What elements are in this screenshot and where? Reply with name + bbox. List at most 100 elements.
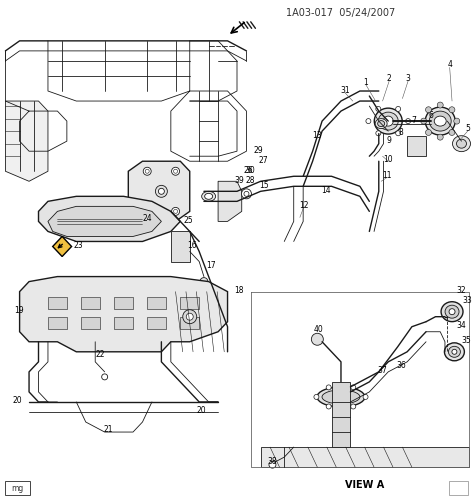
Text: 8: 8 [399,128,403,137]
Ellipse shape [383,116,393,126]
Polygon shape [261,447,469,467]
Text: 28: 28 [246,176,255,185]
Ellipse shape [456,139,466,148]
Text: 17: 17 [206,261,216,270]
Ellipse shape [445,305,459,318]
Text: 13: 13 [312,131,322,140]
Text: 29: 29 [254,146,263,155]
Polygon shape [81,297,100,309]
Polygon shape [38,196,180,241]
Text: 1A03-017  05/24/2007: 1A03-017 05/24/2007 [286,8,396,18]
Circle shape [363,394,368,399]
Text: 14: 14 [321,186,331,195]
Text: 23: 23 [74,241,83,250]
Polygon shape [171,231,190,262]
Text: 36: 36 [397,361,406,370]
Polygon shape [114,317,133,329]
Circle shape [143,207,151,215]
Text: VIEW A: VIEW A [345,480,384,490]
Text: 40: 40 [313,325,323,333]
Text: 15: 15 [260,181,269,190]
Polygon shape [81,317,100,329]
Circle shape [421,118,427,124]
Text: 10: 10 [383,155,393,163]
Ellipse shape [453,136,471,151]
Text: 39: 39 [235,176,244,185]
Circle shape [396,131,401,136]
Polygon shape [218,181,242,221]
Circle shape [102,374,108,380]
Polygon shape [53,236,72,257]
Polygon shape [114,297,133,309]
Text: 21: 21 [104,425,113,434]
Circle shape [351,385,356,390]
Bar [5,481,30,495]
Circle shape [158,188,164,194]
Text: 34: 34 [456,321,466,330]
Circle shape [351,404,356,409]
Polygon shape [19,277,228,352]
Circle shape [314,394,319,399]
Circle shape [426,129,431,135]
Text: 11: 11 [383,171,392,180]
Circle shape [426,107,431,113]
Text: 20: 20 [197,406,206,415]
Polygon shape [180,297,199,309]
Polygon shape [48,297,67,309]
Text: 12: 12 [299,201,309,210]
Text: 32: 32 [456,286,466,295]
Text: 37: 37 [378,366,387,375]
Polygon shape [180,317,199,329]
Circle shape [454,118,460,124]
Ellipse shape [378,121,384,127]
Circle shape [437,134,443,140]
Ellipse shape [452,349,457,354]
Text: 25: 25 [183,216,192,225]
Circle shape [155,185,167,197]
Polygon shape [331,382,350,447]
Text: 33: 33 [463,296,473,305]
Text: 3: 3 [406,74,410,83]
Text: 2: 2 [387,74,392,83]
Circle shape [376,131,381,136]
Circle shape [376,107,381,112]
Ellipse shape [322,390,360,404]
Bar [449,481,468,495]
Text: 9: 9 [387,136,392,145]
Text: 26: 26 [243,166,253,175]
Text: 16: 16 [187,241,197,250]
Text: 35: 35 [461,337,471,345]
Ellipse shape [445,343,465,361]
Circle shape [366,119,371,124]
Text: 6: 6 [428,111,433,120]
Ellipse shape [434,116,446,126]
Text: 18: 18 [235,286,244,295]
Circle shape [183,310,197,323]
Text: 4: 4 [447,60,452,69]
Polygon shape [407,136,426,156]
Ellipse shape [317,387,365,407]
Circle shape [396,107,401,112]
Text: 20: 20 [13,396,23,405]
Circle shape [326,385,331,390]
Circle shape [186,313,193,320]
Ellipse shape [449,309,455,315]
Polygon shape [128,161,190,221]
Text: 27: 27 [258,156,268,164]
Text: 31: 31 [340,86,349,95]
Circle shape [437,102,443,108]
Text: 24: 24 [142,214,152,223]
Circle shape [172,167,180,175]
Text: 7: 7 [412,116,417,125]
Ellipse shape [378,112,398,130]
Circle shape [143,167,151,175]
Text: 38: 38 [268,457,277,466]
Ellipse shape [375,119,387,129]
Circle shape [326,404,331,409]
Ellipse shape [374,108,402,134]
Polygon shape [147,317,166,329]
Ellipse shape [201,191,216,201]
Text: 22: 22 [95,350,105,359]
Text: mg: mg [11,484,24,493]
Circle shape [200,278,208,286]
